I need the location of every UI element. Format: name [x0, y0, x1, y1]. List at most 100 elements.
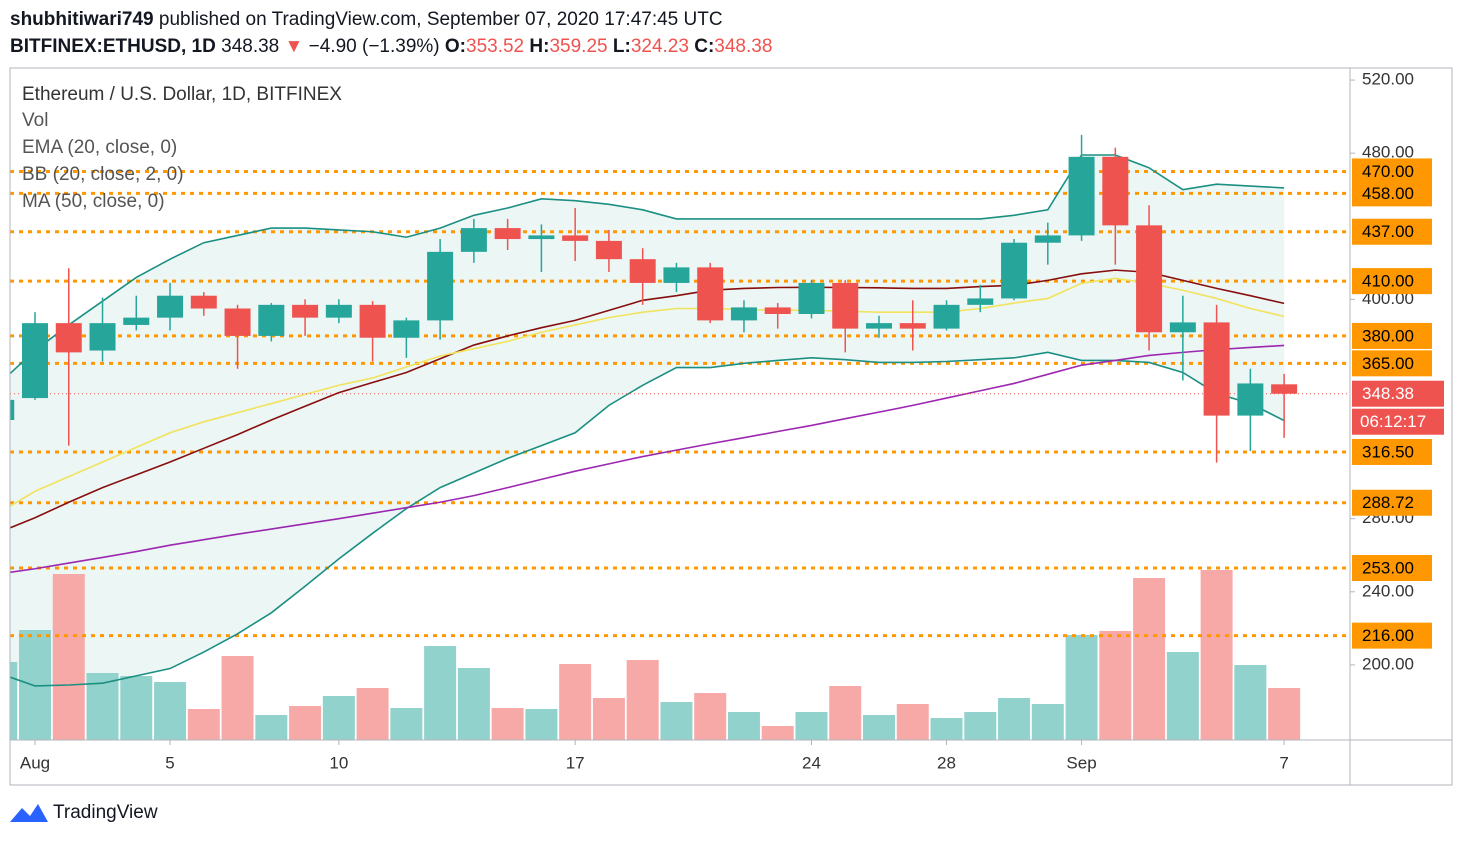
brand: TradingView — [53, 802, 158, 823]
l-value: 324.23 — [630, 36, 689, 57]
level-label-box — [1352, 322, 1432, 349]
candle-body — [157, 295, 184, 318]
volume-bar — [998, 698, 1031, 740]
footer-logo[interactable]: TradingView — [10, 802, 158, 823]
candle-body — [359, 304, 386, 338]
volume-bar — [491, 708, 524, 740]
level-label-box — [1352, 555, 1432, 582]
volume-bar — [289, 706, 322, 740]
x-tick-label: 5 — [165, 753, 174, 772]
candle-body — [562, 235, 589, 241]
candle-body — [899, 323, 926, 329]
candle-body — [1203, 322, 1230, 416]
author[interactable]: shubhitiwari749 — [10, 9, 154, 30]
volume-bar — [660, 702, 693, 740]
volume-bar — [1166, 652, 1199, 740]
candle-body — [967, 298, 994, 305]
y-tick-label: 520.00 — [1362, 70, 1414, 89]
volume-bar — [1099, 631, 1132, 740]
y-tick-label: 200.00 — [1362, 654, 1414, 673]
volume-bar — [322, 696, 355, 740]
frame — [9, 67, 1453, 786]
candle-body — [123, 317, 150, 325]
candle-body — [1068, 156, 1095, 236]
volume-bar — [457, 668, 490, 740]
legend-ma: MA (50, close, 0) — [22, 191, 165, 212]
candle-body — [325, 304, 352, 318]
candle-body — [10, 399, 15, 420]
volume-bar — [1065, 635, 1098, 740]
x-tick-label: 28 — [937, 753, 956, 772]
candle-body — [427, 251, 454, 321]
legend-ema: EMA (20, close, 0) — [22, 137, 177, 158]
candle-body — [629, 259, 656, 283]
y-tick-label: 480.00 — [1362, 143, 1414, 162]
volume-bar — [221, 656, 254, 740]
volume-bar — [1234, 665, 1267, 740]
level-label-box — [1352, 180, 1432, 207]
x-tick-label: Aug — [20, 753, 50, 772]
h-label: H: — [529, 36, 550, 57]
volume-bar — [52, 574, 85, 740]
level-label-box — [1352, 438, 1432, 465]
volume-bar — [424, 646, 457, 740]
c-label: C: — [694, 36, 715, 57]
candle-body — [832, 282, 859, 329]
legend-bb: BB (20, close, 2, 0) — [22, 164, 184, 185]
indicator-line — [10, 351, 1285, 687]
volume-bar — [255, 715, 288, 740]
candle-body — [1136, 225, 1163, 333]
publish-line: shubhitiwari749 published on TradingView… — [10, 6, 772, 33]
candle-body — [933, 304, 960, 329]
level-label-box — [1352, 218, 1432, 245]
countdown-box — [1352, 408, 1444, 435]
last-price-label: 348.38 — [1362, 384, 1414, 403]
candle-body — [55, 323, 82, 353]
volume-bar — [829, 686, 862, 740]
last-price-box — [1352, 380, 1444, 407]
symbol: BITFINEX:ETHUSD, 1D — [10, 36, 216, 57]
candle-body — [528, 235, 555, 240]
candle-body — [190, 295, 217, 309]
volume-bar — [356, 688, 389, 740]
h-value: 359.25 — [549, 36, 608, 57]
candle-body — [595, 240, 622, 260]
candle-body — [494, 228, 521, 240]
level-label: 380.00 — [1362, 326, 1414, 345]
level-label: 410.00 — [1362, 272, 1414, 291]
candle-body — [393, 320, 420, 338]
c-value: 348.38 — [714, 36, 773, 57]
level-label: 458.00 — [1362, 184, 1414, 203]
level-label: 288.72 — [1362, 493, 1414, 512]
legend: Ethereum / U.S. Dollar, 1D, BITFINEX Vol… — [22, 84, 342, 212]
volume-bar — [863, 715, 895, 740]
volume-bar — [1133, 578, 1166, 740]
x-tick-label: Sep — [1066, 753, 1096, 772]
x-tick-label: 17 — [566, 753, 585, 772]
chart-title: Ethereum / U.S. Dollar, 1D, BITFINEX — [22, 84, 342, 105]
last-price: 348.38 — [221, 36, 280, 57]
level-label-box — [1352, 489, 1432, 516]
header: shubhitiwari749 published on TradingView… — [10, 6, 772, 60]
level-label: 365.00 — [1362, 354, 1414, 373]
volume-bar — [1031, 704, 1064, 740]
candle-body — [663, 267, 690, 283]
y-tick-label: 240.00 — [1362, 581, 1414, 600]
volume-bar — [795, 712, 828, 740]
candle-body — [730, 307, 757, 321]
candle-body — [1001, 242, 1028, 299]
candle-body — [1271, 384, 1298, 394]
candle-body — [866, 323, 892, 329]
volume-bar — [1268, 688, 1301, 740]
candle-body — [1237, 383, 1264, 416]
axes: 200.00240.00280.00400.00480.00520.00470.… — [20, 70, 1444, 772]
x-tick-label: 10 — [329, 753, 348, 772]
quote-line: BITFINEX:ETHUSD, 1D 348.38 ▼ −4.90 (−1.3… — [10, 33, 772, 60]
plot-area — [10, 134, 1350, 740]
volume-bar — [727, 712, 760, 740]
change-arrow: ▼ — [284, 36, 304, 57]
volume-bar — [559, 664, 592, 740]
volume-bar — [930, 718, 963, 740]
